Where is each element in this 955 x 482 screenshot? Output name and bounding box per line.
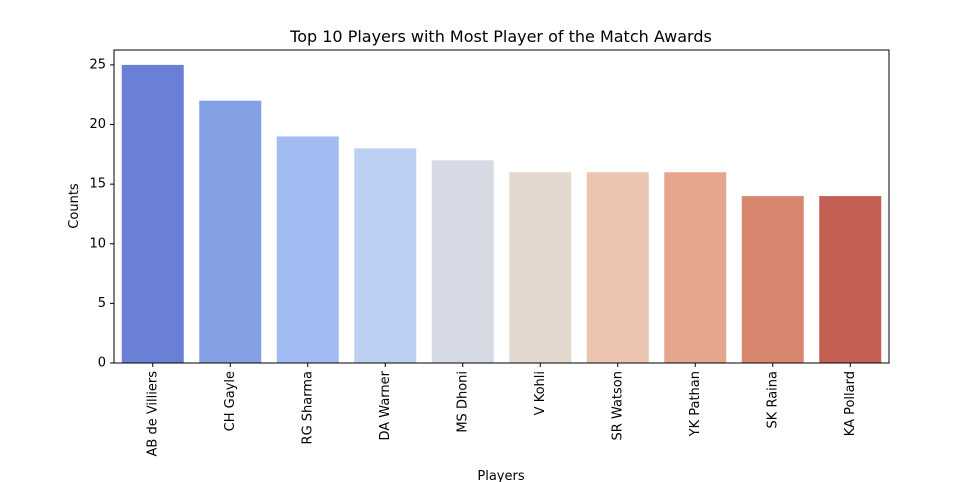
bar-sr-watson <box>586 172 649 363</box>
bar-rg-sharma <box>276 136 339 363</box>
x-tick-label: SR Watson <box>610 371 625 440</box>
bar-ms-dhoni <box>431 160 494 363</box>
bar-sk-raina <box>741 196 804 363</box>
x-tick-label: V Kohli <box>533 371 548 415</box>
plot-frame <box>113 49 890 364</box>
y-axis-label: Counts <box>67 183 82 229</box>
x-tick-label: DA Warner <box>378 370 393 440</box>
x-axis-ticks: AB de Villiers CH Gayle RG Sharma DA Warner… <box>145 363 858 457</box>
x-tick-label: AB de Villiers <box>145 371 160 457</box>
x-tick-label: YK Pathan <box>688 371 703 437</box>
x-axis-label: Players <box>477 469 524 482</box>
y-tick-label: 15 <box>89 177 106 192</box>
chart-title: Top 10 Players with Most Player of the M… <box>289 27 712 46</box>
bar-ka-pollard <box>819 196 882 363</box>
y-tick-label: 20 <box>89 117 106 132</box>
y-tick-label: 0 <box>98 356 106 371</box>
bar-da-warner <box>354 148 417 363</box>
y-axis-ticks: 0 5 10 15 20 25 <box>89 57 114 371</box>
bar-ch-gayle <box>199 100 262 363</box>
y-tick-label: 5 <box>98 296 106 311</box>
bar-yk-pathan <box>664 172 727 363</box>
x-tick-label: KA Pollard <box>843 371 858 436</box>
y-tick-label: 10 <box>89 236 106 251</box>
x-tick-label: RG Sharma <box>300 371 315 444</box>
x-tick-label: SK Raina <box>765 371 780 428</box>
bars-group <box>121 64 882 364</box>
x-tick-label: CH Gayle <box>223 371 238 431</box>
y-tick-label: 25 <box>89 57 106 72</box>
bar-v-kohli <box>509 172 572 363</box>
x-tick-label: MS Dhoni <box>455 371 470 433</box>
bar-ab-de-villiers <box>121 64 184 364</box>
